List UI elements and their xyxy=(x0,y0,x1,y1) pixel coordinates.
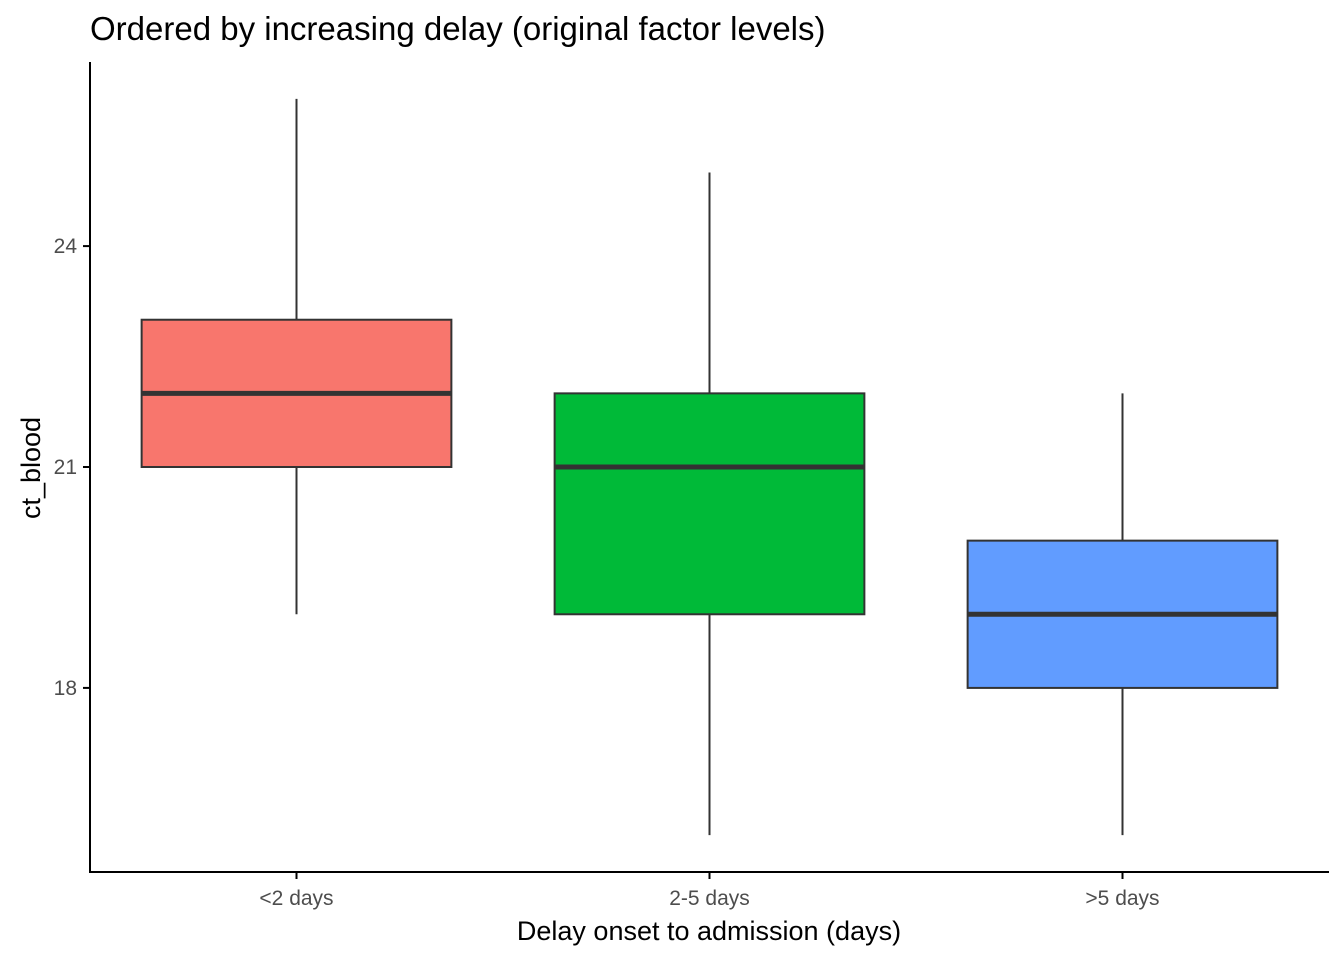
plot-area xyxy=(140,98,1279,836)
y-tick-label: 18 xyxy=(54,677,77,700)
y-tick-label: 21 xyxy=(54,456,77,479)
box-rect xyxy=(553,392,866,616)
y-tick-label: 24 xyxy=(54,235,78,258)
box-group xyxy=(966,393,1279,836)
y-axis-ticks: 18 21 24 xyxy=(54,235,90,700)
x-axis-ticks: <2 days 2-5 days >5 days xyxy=(259,872,1160,910)
chart-title: Ordered by increasing delay (original fa… xyxy=(90,10,826,47)
y-axis-title: ct_blood xyxy=(16,417,46,519)
x-axis-title: Delay onset to admission (days) xyxy=(517,916,901,946)
box-group xyxy=(553,172,866,836)
x-tick-label: >5 days xyxy=(1085,887,1159,910)
x-tick-label: 2-5 days xyxy=(669,887,750,910)
box-group xyxy=(140,98,453,615)
x-tick-label: <2 days xyxy=(259,887,333,910)
